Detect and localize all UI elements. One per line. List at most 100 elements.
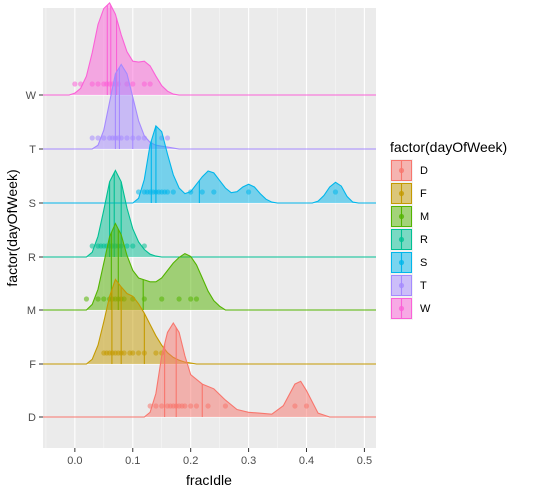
legend-entry-S: S bbox=[390, 251, 427, 274]
point-R-0 bbox=[89, 243, 95, 249]
ridge-area-D bbox=[43, 323, 376, 417]
y-axis-title: factor(dayOfWeek) bbox=[4, 169, 20, 286]
point-F-11 bbox=[141, 350, 147, 356]
x-tick-label-3: 0.3 bbox=[241, 455, 256, 467]
point-T-7 bbox=[118, 135, 124, 141]
point-S-14 bbox=[245, 189, 252, 195]
point-W-2 bbox=[89, 81, 95, 87]
point-S-9 bbox=[164, 189, 171, 195]
point-T-0 bbox=[89, 135, 95, 141]
legend-key-point-M bbox=[398, 213, 405, 220]
y-tick-label-D: D bbox=[28, 412, 36, 424]
point-W-13 bbox=[147, 81, 153, 87]
point-R-12 bbox=[141, 243, 147, 249]
x-tick-label-2: 0.2 bbox=[183, 455, 198, 467]
legend-label-T: T bbox=[420, 280, 427, 292]
y-axis: D F M R S T W bbox=[26, 90, 43, 424]
legend-entry-R: R bbox=[390, 228, 428, 251]
point-M-2 bbox=[101, 296, 107, 302]
legend-entry-D: D bbox=[390, 159, 428, 182]
x-tick-label-4: 0.4 bbox=[299, 455, 314, 467]
point-D-0 bbox=[147, 403, 153, 409]
y-tick-label-R: R bbox=[28, 252, 36, 264]
y-tick-label-W: W bbox=[26, 90, 37, 102]
ridge-line-R bbox=[43, 169, 376, 258]
point-D-13 bbox=[222, 403, 229, 409]
point-R-11 bbox=[130, 243, 136, 249]
legend-label-R: R bbox=[420, 234, 428, 246]
ridge-area-R bbox=[43, 170, 376, 257]
ridge-line-T bbox=[43, 63, 376, 150]
legend-entry-M: M bbox=[390, 205, 429, 228]
point-D-11 bbox=[193, 403, 200, 409]
point-T-9 bbox=[130, 135, 136, 141]
point-S-0 bbox=[135, 189, 142, 195]
point-T-10 bbox=[135, 135, 142, 141]
x-axis: 0.0 0.1 0.2 0.3 0.4 0.5 bbox=[67, 448, 372, 467]
point-M-11 bbox=[159, 296, 165, 302]
point-F-7 bbox=[121, 350, 127, 356]
legend-label-D: D bbox=[420, 165, 428, 177]
ridge-area-F bbox=[43, 279, 376, 364]
point-D-10 bbox=[188, 403, 194, 409]
point-S-15 bbox=[332, 189, 339, 195]
legend-entry-W: W bbox=[390, 297, 431, 320]
ridge-line-M bbox=[43, 222, 376, 311]
y-tick-label-T: T bbox=[29, 144, 36, 156]
point-M-12 bbox=[176, 296, 182, 302]
legend-entry-F: F bbox=[390, 182, 427, 205]
point-S-13 bbox=[211, 189, 217, 195]
y-tick-label-S: S bbox=[29, 198, 36, 210]
x-tick-label-5: 0.5 bbox=[357, 455, 372, 467]
y-tick-label-F: F bbox=[29, 359, 36, 371]
ridge-area-T bbox=[43, 64, 376, 149]
point-W-3 bbox=[95, 81, 101, 87]
point-D-1 bbox=[153, 403, 159, 409]
x-tick-label-0: 0.0 bbox=[67, 455, 82, 467]
ridge-line-S bbox=[43, 124, 376, 204]
point-F-12 bbox=[153, 350, 159, 356]
y-tick-label-M: M bbox=[27, 305, 36, 317]
point-D-15 bbox=[303, 403, 310, 409]
point-S-10 bbox=[170, 189, 176, 195]
legend-label-M: M bbox=[420, 211, 429, 223]
legend-key-point-F bbox=[398, 190, 405, 197]
legend-label-S: S bbox=[420, 257, 427, 269]
point-M-10 bbox=[141, 296, 147, 302]
point-T-8 bbox=[124, 135, 130, 141]
ridge-S bbox=[43, 124, 376, 204]
point-F-9 bbox=[130, 350, 136, 356]
ridge-area-M bbox=[43, 223, 376, 310]
point-T-13 bbox=[164, 135, 171, 141]
ridge-line-D bbox=[43, 321, 376, 418]
point-T-11 bbox=[141, 135, 147, 141]
point-S-12 bbox=[199, 189, 205, 195]
point-D-9 bbox=[182, 403, 188, 409]
legend-key-point-D bbox=[398, 167, 405, 174]
ridge-line-W bbox=[43, 1, 376, 96]
density-ridges bbox=[43, 1, 376, 418]
legend-key-point-W bbox=[398, 305, 405, 312]
point-M-0 bbox=[83, 296, 90, 302]
point-S-11 bbox=[188, 189, 194, 195]
point-T-1 bbox=[95, 135, 101, 141]
legend-key-point-T bbox=[398, 282, 405, 289]
legend-label-W: W bbox=[420, 303, 431, 315]
point-T-2 bbox=[101, 135, 107, 141]
point-D-12 bbox=[205, 403, 211, 409]
point-W-1 bbox=[78, 81, 84, 87]
point-W-0 bbox=[72, 81, 78, 87]
x-axis-title: fracIdle bbox=[186, 472, 232, 488]
legend-entry-T: T bbox=[390, 274, 427, 297]
legend-key-point-R bbox=[398, 236, 405, 243]
point-W-11 bbox=[130, 81, 136, 87]
x-tick-label-1: 0.1 bbox=[125, 455, 140, 467]
ridge-area-S bbox=[43, 125, 376, 203]
legend-label-F: F bbox=[420, 188, 427, 200]
point-F-10 bbox=[135, 350, 142, 356]
ridge-D bbox=[43, 321, 376, 418]
point-R-10 bbox=[124, 243, 130, 249]
legend-title: factor(dayOfWeek) bbox=[390, 139, 507, 155]
